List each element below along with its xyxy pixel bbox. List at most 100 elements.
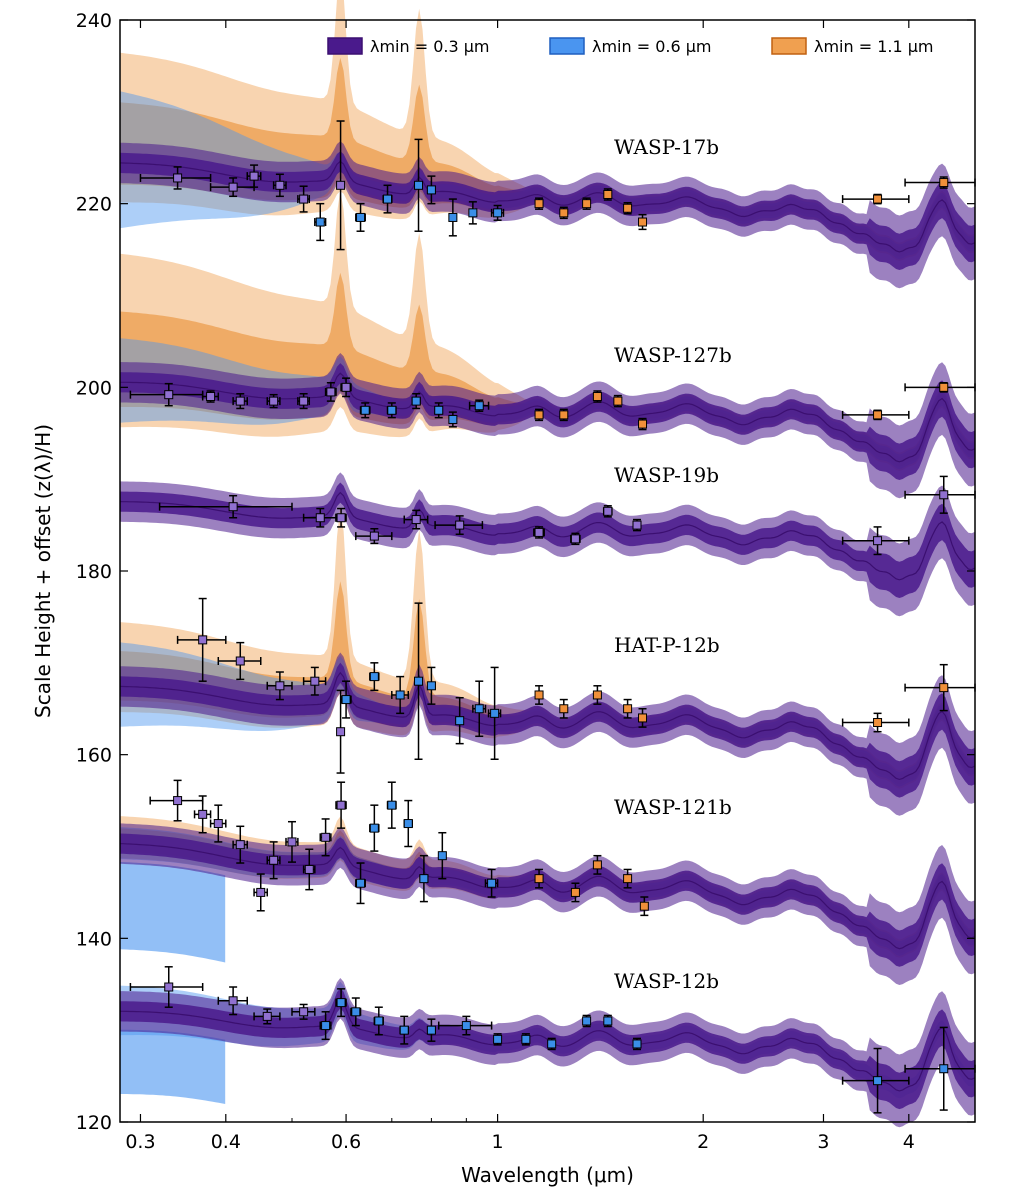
x-tick-label: 3 (817, 1131, 829, 1153)
x-tick-label: 0.4 (211, 1131, 241, 1153)
data-point (521, 1033, 531, 1046)
data-marker (228, 996, 238, 1006)
data-point (411, 393, 421, 410)
data-point (623, 698, 633, 719)
data-marker (275, 681, 285, 691)
data-marker (369, 823, 379, 833)
data-point (437, 1015, 493, 1036)
data-marker (437, 851, 447, 861)
data-point (232, 825, 249, 864)
data-point (253, 873, 269, 912)
y-tick-label: 240 (76, 10, 112, 32)
data-point (487, 666, 502, 761)
planet-label: WASP-17b (614, 135, 719, 159)
data-point (359, 402, 371, 419)
data-point (639, 896, 649, 917)
data-errorbars (129, 120, 976, 1114)
data-marker (336, 513, 346, 523)
data-marker (164, 390, 174, 400)
data-marker (383, 194, 393, 204)
data-point (448, 198, 458, 237)
purple-band-0 (120, 823, 975, 985)
data-marker (592, 860, 602, 870)
data-marker (310, 676, 320, 686)
data-point (632, 518, 642, 532)
data-marker (448, 414, 458, 424)
data-marker (213, 819, 223, 829)
data-point (336, 689, 346, 774)
data-marker (939, 382, 949, 392)
data-point (468, 399, 490, 412)
data-point (369, 804, 380, 852)
data-point (302, 666, 327, 696)
data-marker (419, 874, 429, 884)
data-point (158, 494, 293, 519)
data-marker (299, 396, 309, 406)
data-marker (315, 513, 325, 523)
data-point (324, 381, 337, 402)
data-point (570, 532, 581, 546)
data-point (285, 820, 299, 863)
data-marker (341, 695, 351, 705)
data-marker (570, 534, 580, 544)
data-point (841, 1047, 910, 1114)
data-point (266, 671, 293, 701)
planet-model-4 (119, 816, 976, 985)
median-model-line (119, 160, 976, 253)
y-tick-label: 220 (76, 194, 112, 216)
planet-labels: WASP-17b WASP-127b WASP-19b HAT-P-12b WASP-1… (614, 135, 732, 993)
median-model-line (119, 671, 976, 781)
data-point (437, 831, 447, 880)
blue-tail-band (120, 862, 226, 963)
planet-label: WASP-121b (614, 795, 732, 819)
legend-label: λmin = 1.1 μm (814, 37, 934, 56)
data-point (335, 988, 347, 1018)
planet-model-2 (119, 472, 976, 617)
data-point (314, 202, 327, 242)
data-point (602, 505, 613, 518)
data-point (355, 862, 366, 905)
data-marker (235, 840, 245, 850)
data-marker (321, 832, 331, 842)
data-point (534, 197, 544, 210)
axes: 120 140 160 180 200 220 240 0.3 0.4 0.6 1 2 3 4 Wavele… (31, 10, 976, 1187)
data-point (291, 1003, 316, 1020)
data-marker (603, 1016, 613, 1026)
data-point (373, 1006, 384, 1036)
data-point (319, 818, 332, 857)
data-marker (356, 212, 366, 222)
legend-entry: λmin = 0.3 μm (327, 37, 490, 56)
data-point (297, 393, 311, 410)
planet-model-5 (120, 978, 976, 1128)
data-point (559, 206, 569, 220)
data-point (570, 882, 580, 903)
legend-label: λmin = 0.6 μm (592, 37, 712, 56)
data-point (419, 854, 429, 903)
planet-label: HAT-P-12b (614, 633, 720, 657)
data-marker (534, 690, 544, 700)
data-marker (939, 1064, 949, 1074)
data-marker (262, 1011, 272, 1021)
y-tick-label: 120 (76, 1112, 112, 1134)
data-marker (249, 171, 259, 181)
data-point (582, 197, 592, 210)
data-point (266, 393, 281, 409)
data-point (414, 602, 424, 761)
data-marker (387, 800, 397, 810)
planet-label: WASP-19b (614, 463, 719, 487)
data-marker (256, 887, 266, 897)
purple-band-1 (120, 833, 975, 967)
data-marker (411, 396, 421, 406)
data-point (340, 680, 352, 719)
data-marker (399, 1025, 409, 1035)
data-marker (582, 1016, 592, 1026)
data-marker (623, 203, 633, 213)
legend-label: λmin = 0.3 μm (370, 37, 490, 56)
data-marker (493, 1034, 503, 1044)
purple-band-0 (120, 978, 975, 1128)
data-point (391, 675, 410, 715)
data-marker (228, 502, 238, 512)
data-point (176, 597, 227, 682)
data-marker (547, 1039, 557, 1049)
